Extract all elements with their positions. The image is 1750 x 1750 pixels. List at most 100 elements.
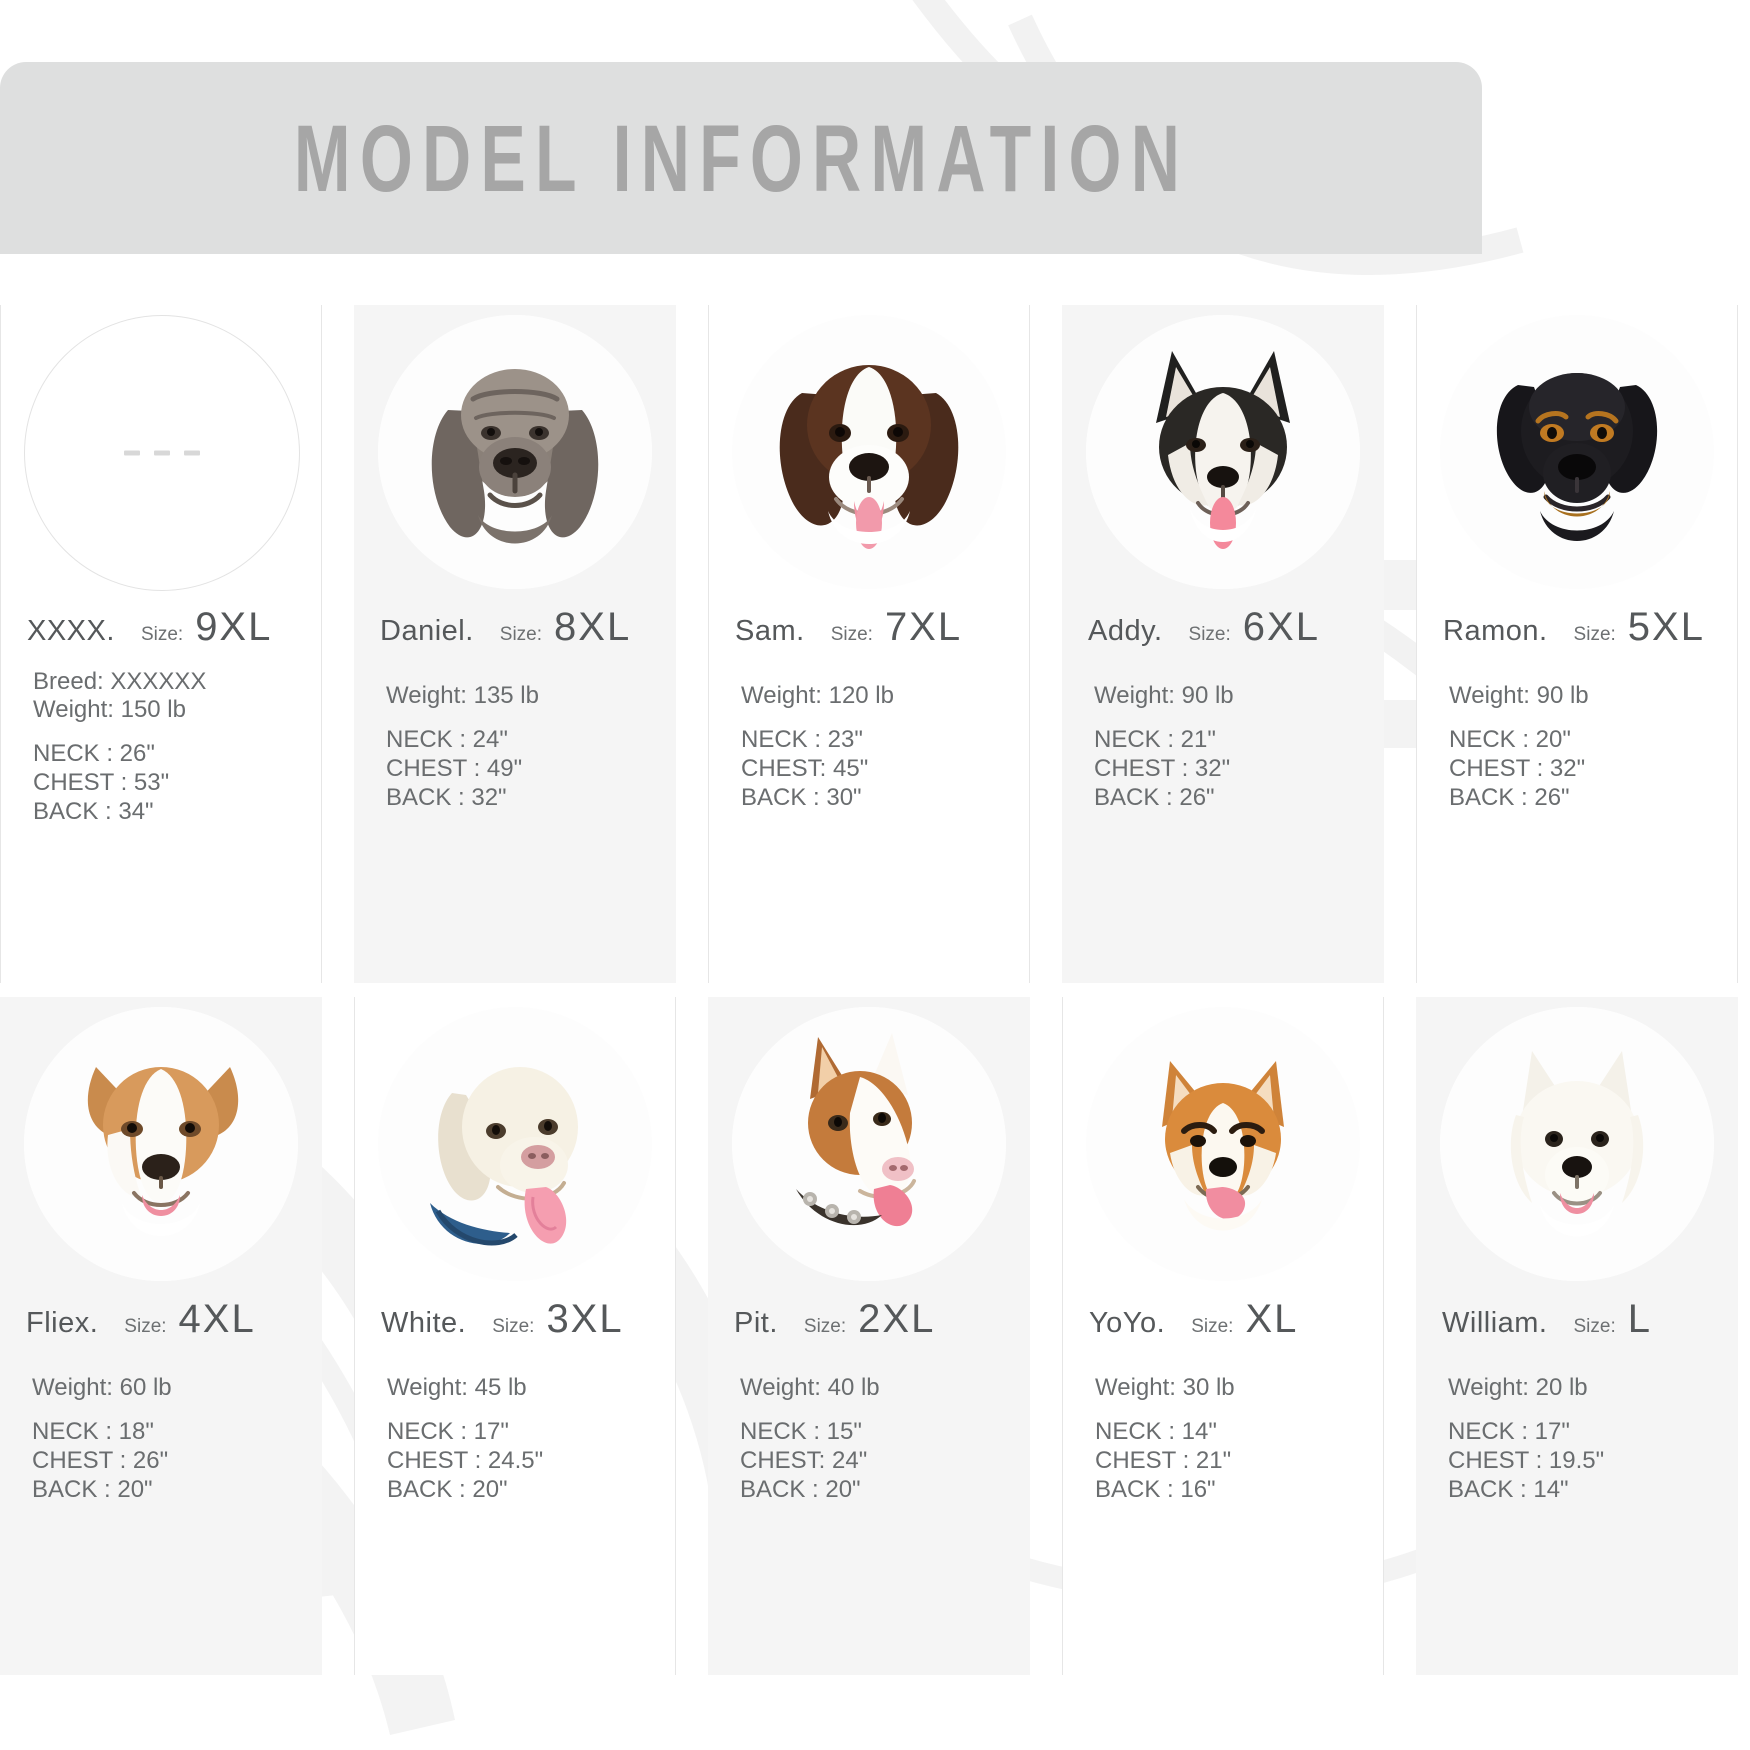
portrait-frame bbox=[24, 1007, 298, 1281]
dog-photo-west-highland-white-terrier bbox=[1440, 1007, 1714, 1281]
model-card-grid: XXXX. Size: 9XL Breed: XXXXXX Weight: 15… bbox=[0, 305, 1750, 1675]
size-label: Size: bbox=[803, 1316, 847, 1337]
model-info: YoYo. Size: XL Weight: 30 lb NECK : 14" … bbox=[1063, 1297, 1383, 1504]
name-size-line: Ramon. Size: 5XL bbox=[1443, 605, 1711, 650]
chest-line: CHEST : 32" bbox=[1094, 754, 1231, 782]
model-meta: Weight: 30 lb bbox=[1089, 1360, 1357, 1402]
back-line: BACK : 20" bbox=[740, 1475, 861, 1503]
weight-line: Weight: 45 lb bbox=[387, 1374, 527, 1401]
model-meta: Weight: 20 lb bbox=[1442, 1360, 1712, 1402]
portrait-frame bbox=[1086, 1007, 1360, 1281]
size-label: Size: bbox=[499, 624, 543, 645]
model-info: William. Size: L Weight: 20 lb NECK : 17… bbox=[1416, 1297, 1738, 1504]
size-value: XL bbox=[1245, 1297, 1299, 1341]
weight-line: Weight: 90 lb bbox=[1449, 682, 1589, 709]
chest-line: CHEST : 21" bbox=[1095, 1446, 1232, 1474]
portrait-frame bbox=[732, 1007, 1006, 1281]
model-card[interactable]: William. Size: L Weight: 20 lb NECK : 17… bbox=[1416, 997, 1738, 1675]
neck-line: NECK : 21" bbox=[1094, 726, 1216, 754]
back-line: BACK : 14" bbox=[1448, 1475, 1569, 1503]
measurements: NECK : 14" CHEST : 21" BACK : 16" bbox=[1089, 1418, 1357, 1504]
neck-line: NECK : 20" bbox=[1449, 726, 1571, 754]
chest-line: CHEST: 24" bbox=[740, 1446, 868, 1474]
size-label: Size: bbox=[1573, 1316, 1616, 1337]
chest-line: CHEST : 19.5" bbox=[1448, 1446, 1605, 1474]
back-line: BACK : 30" bbox=[741, 783, 862, 811]
size-value: 5XL bbox=[1627, 605, 1705, 649]
dog-photo-neapolitan-mastiff bbox=[378, 315, 652, 589]
portrait-frame bbox=[732, 315, 1006, 589]
model-card[interactable]: White. Size: 3XL Weight: 45 lb NECK : 17… bbox=[354, 997, 676, 1675]
model-card[interactable]: XXXX. Size: 9XL Breed: XXXXXX Weight: 15… bbox=[0, 305, 322, 983]
model-card[interactable]: Addy. Size: 6XL Weight: 90 lb NECK : 21"… bbox=[1062, 305, 1384, 983]
name-size-line: Daniel. Size: 8XL bbox=[380, 605, 650, 650]
model-card[interactable]: Pit. Size: 2XL Weight: 40 lb NECK : 15" … bbox=[708, 997, 1030, 1675]
model-meta: Weight: 45 lb bbox=[381, 1360, 649, 1402]
measurements: NECK : 18" CHEST : 26" BACK : 20" bbox=[26, 1418, 296, 1504]
model-card[interactable]: Daniel. Size: 8XL Weight: 135 lb NECK : … bbox=[354, 305, 676, 983]
model-info: Pit. Size: 2XL Weight: 40 lb NECK : 15" … bbox=[708, 1297, 1030, 1504]
model-card[interactable]: YoYo. Size: XL Weight: 30 lb NECK : 14" … bbox=[1062, 997, 1384, 1675]
measurements: NECK : 23" CHEST: 45" BACK : 30" bbox=[735, 726, 1003, 812]
model-name: Ramon. bbox=[1443, 615, 1548, 647]
dog-photo-alaskan-malamute bbox=[1086, 315, 1360, 589]
spacer bbox=[1095, 1360, 1357, 1374]
weight-line: Weight: 40 lb bbox=[740, 1374, 880, 1401]
portrait-frame bbox=[24, 315, 300, 591]
spacer bbox=[1094, 668, 1358, 682]
dog-photo-bull-terrier bbox=[732, 1007, 1006, 1281]
model-card[interactable]: Sam. Size: 7XL Weight: 120 lb NECK : 23"… bbox=[708, 305, 1030, 983]
size-value: 6XL bbox=[1242, 605, 1320, 649]
model-info: Sam. Size: 7XL Weight: 120 lb NECK : 23"… bbox=[709, 605, 1029, 812]
size-label: Size: bbox=[830, 624, 873, 645]
measurements: NECK : 21" CHEST : 32" BACK : 26" bbox=[1088, 726, 1358, 812]
weight-line: Weight: 30 lb bbox=[1095, 1374, 1235, 1401]
chest-line: CHEST : 32" bbox=[1449, 754, 1586, 782]
neck-line: NECK : 17" bbox=[1448, 1418, 1570, 1446]
size-label: Size: bbox=[492, 1316, 535, 1337]
back-line: BACK : 32" bbox=[386, 783, 507, 811]
dog-photo-american-staffordshire-terrier bbox=[24, 1007, 298, 1281]
model-meta: Breed: XXXXXX Weight: 150 lb bbox=[27, 668, 295, 724]
name-size-line: Sam. Size: 7XL bbox=[735, 605, 1003, 650]
size-value: L bbox=[1627, 1297, 1652, 1341]
portrait-frame bbox=[378, 1007, 652, 1281]
card-row-top: XXXX. Size: 9XL Breed: XXXXXX Weight: 15… bbox=[0, 305, 1750, 983]
neck-line: NECK : 24" bbox=[386, 726, 508, 754]
weight-line: Weight: 120 lb bbox=[741, 682, 894, 709]
model-info: XXXX. Size: 9XL Breed: XXXXXX Weight: 15… bbox=[1, 605, 321, 827]
size-label: Size: bbox=[124, 1316, 167, 1337]
model-card[interactable]: Fliex. Size: 4XL Weight: 60 lb NECK : 18… bbox=[0, 997, 322, 1675]
weight-line: Weight: 90 lb bbox=[1094, 682, 1234, 709]
chest-line: CHEST : 53" bbox=[33, 768, 170, 796]
measurements: NECK : 17" CHEST : 19.5" BACK : 14" bbox=[1442, 1418, 1712, 1504]
measurements: NECK : 26" CHEST : 53" BACK : 34" bbox=[27, 740, 295, 826]
size-value: 4XL bbox=[178, 1297, 256, 1341]
model-name: XXXX. bbox=[27, 615, 115, 647]
back-line: BACK : 26" bbox=[1094, 783, 1215, 811]
size-label: Size: bbox=[1573, 624, 1616, 645]
weight-line: Weight: 20 lb bbox=[1448, 1374, 1588, 1401]
size-label: Size: bbox=[140, 624, 184, 645]
measurements: NECK : 24" CHEST : 49" BACK : 32" bbox=[380, 726, 650, 812]
neck-line: NECK : 15" bbox=[740, 1418, 862, 1446]
model-name: Sam. bbox=[735, 615, 805, 647]
model-name: Fliex. bbox=[26, 1307, 99, 1339]
back-line: BACK : 20" bbox=[32, 1475, 153, 1503]
measurements: NECK : 17" CHEST : 24.5" BACK : 20" bbox=[381, 1418, 649, 1504]
model-name: White. bbox=[381, 1307, 467, 1339]
spacer bbox=[741, 668, 1003, 682]
model-meta: Weight: 60 lb bbox=[26, 1360, 296, 1402]
portrait-frame bbox=[378, 315, 652, 589]
model-meta: Weight: 120 lb bbox=[735, 668, 1003, 710]
model-meta: Weight: 90 lb bbox=[1443, 668, 1711, 710]
name-size-line: XXXX. Size: 9XL bbox=[27, 605, 295, 650]
model-meta: Weight: 40 lb bbox=[734, 1360, 1004, 1402]
neck-line: NECK : 17" bbox=[387, 1418, 509, 1446]
neck-line: NECK : 18" bbox=[32, 1418, 154, 1446]
spacer bbox=[1448, 1360, 1712, 1374]
card-row-bottom: Fliex. Size: 4XL Weight: 60 lb NECK : 18… bbox=[0, 997, 1750, 1675]
model-card[interactable]: Ramon. Size: 5XL Weight: 90 lb NECK : 20… bbox=[1416, 305, 1738, 983]
back-line: BACK : 26" bbox=[1449, 783, 1570, 811]
spacer bbox=[32, 1360, 296, 1374]
